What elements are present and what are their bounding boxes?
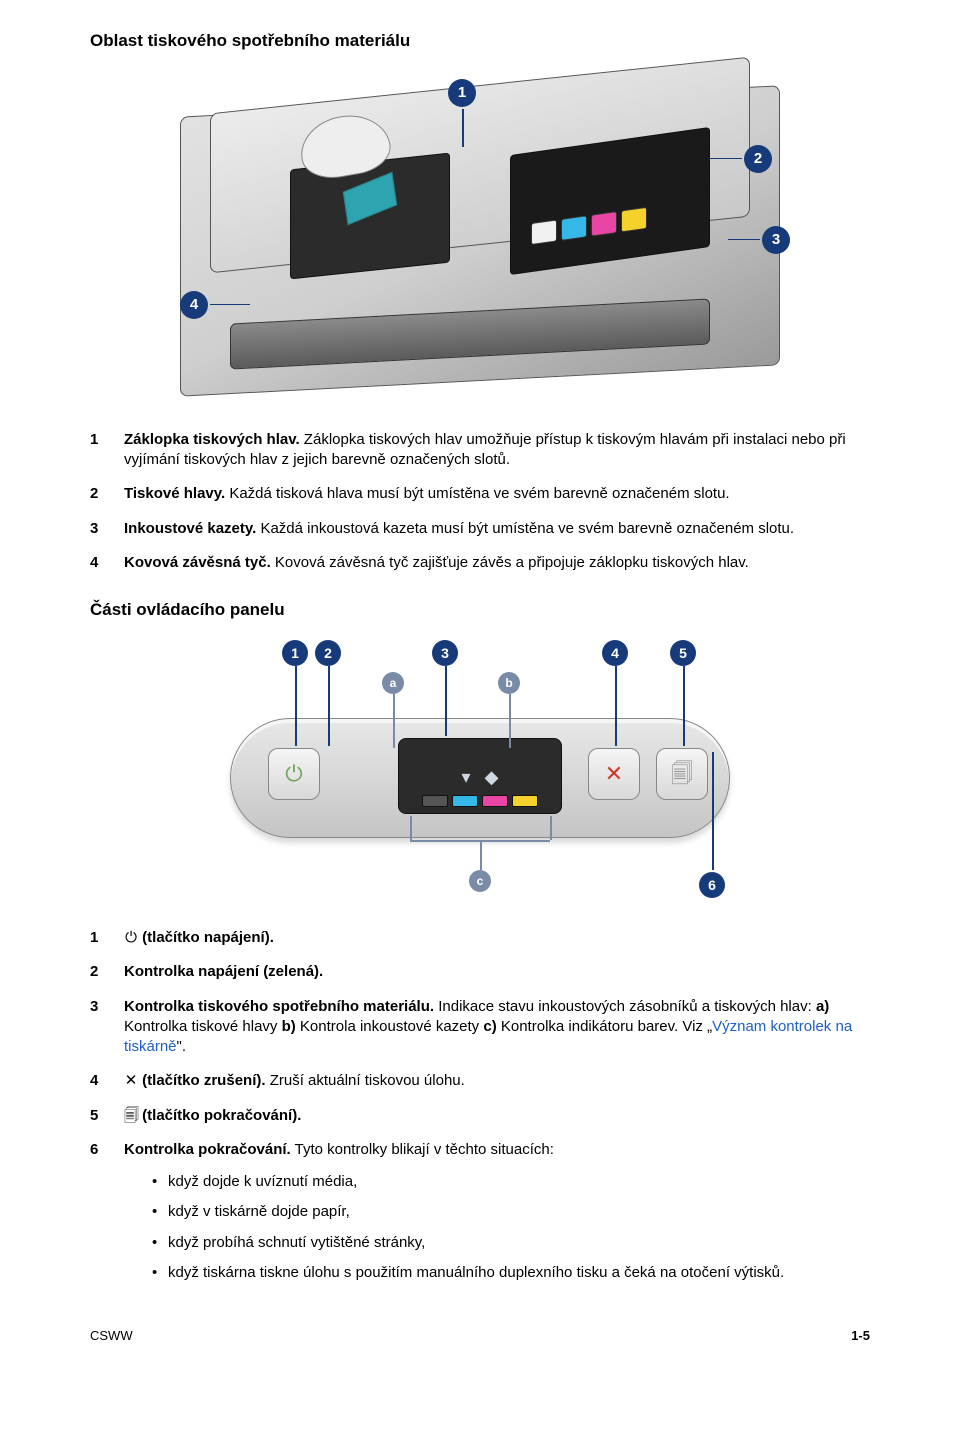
list-bullets-row: když dojde k uvíznutí média, když v tisk… — [90, 1168, 870, 1293]
bullet-item: když tiskárna tiskne úlohu s použitím ma… — [152, 1263, 784, 1283]
panel-callout-4: 4 — [602, 640, 628, 666]
section2-title: Části ovládacího panelu — [90, 599, 870, 622]
ink-indicator-window: ▾◆ — [398, 738, 562, 814]
panel-callout-3: 3 — [432, 640, 458, 666]
callout-1: 1 — [448, 79, 476, 107]
resume-button: 🗐 — [656, 748, 708, 800]
power-icon: ⏻ — [124, 928, 138, 948]
list-item: 1 Záklopka tiskových hlav. Záklopka tisk… — [90, 430, 870, 471]
ink-bar-cyan — [452, 795, 478, 807]
power-button: ⏻ — [268, 748, 320, 800]
list-item: 5 🗐 (tlačítko pokračování). — [90, 1106, 870, 1126]
panel-letter-c: c — [469, 870, 491, 892]
printer-illustration: 1 2 3 4 — [150, 71, 810, 406]
ink-bar-yellow — [512, 795, 538, 807]
list-item: 4 Kovová závěsná tyč. Kovová závěsná tyč… — [90, 553, 870, 573]
list-item: 3 Kontrolka tiskového spotřebního materi… — [90, 997, 870, 1058]
list-item: 6 Kontrolka pokračování. Tyto kontrolky … — [90, 1140, 870, 1160]
section1-title: Oblast tiskového spotřebního materiálu — [90, 30, 870, 53]
panel-callout-5: 5 — [670, 640, 696, 666]
bullet-item: když probíhá schnutí vytištěné stránky, — [152, 1233, 784, 1253]
footer-right: 1-5 — [851, 1327, 870, 1345]
panel-letter-b: b — [498, 672, 520, 694]
bullet-item: když dojde k uvíznutí média, — [152, 1172, 784, 1192]
list-item: 4 ✕ (tlačítko zrušení). Zruší aktuální t… — [90, 1071, 870, 1091]
list-item: 1 ⏻ (tlačítko napájení). — [90, 928, 870, 948]
panel-callout-2: 2 — [315, 640, 341, 666]
ink-bar-black — [422, 795, 448, 807]
footer-left: CSWW — [90, 1327, 133, 1345]
panel-callout-6: 6 — [699, 872, 725, 898]
resume-icon: 🗐 — [124, 1106, 138, 1126]
resume-bullet-list: když dojde k uvíznutí média, když v tisk… — [124, 1172, 784, 1293]
list-item: 3 Inkoustové kazety. Každá inkoustová ka… — [90, 519, 870, 539]
bullet-item: když v tiskárně dojde papír, — [152, 1202, 784, 1222]
cancel-button: ✕ — [588, 748, 640, 800]
callout-4: 4 — [180, 291, 208, 319]
callout-2: 2 — [744, 145, 772, 173]
list-item: 2 Tiskové hlavy. Každá tisková hlava mus… — [90, 484, 870, 504]
list-item: 2 Kontrolka napájení (zelená). — [90, 962, 870, 982]
figure-control-panel: ⏻ ▾◆ ✕ 🗐 1 2 3 4 5 6 a b — [90, 640, 870, 910]
panel-list: 1 ⏻ (tlačítko napájení). 2 Kontrolka nap… — [90, 928, 870, 1293]
callout-3: 3 — [762, 226, 790, 254]
ink-bar-magenta — [482, 795, 508, 807]
supplies-list: 1 Záklopka tiskových hlav. Záklopka tisk… — [90, 430, 870, 573]
panel-letter-a: a — [382, 672, 404, 694]
panel-callout-1: 1 — [282, 640, 308, 666]
cancel-icon: ✕ — [124, 1071, 138, 1091]
page-footer: CSWW 1-5 — [90, 1327, 870, 1345]
figure-supplies: 1 2 3 4 — [90, 71, 870, 406]
